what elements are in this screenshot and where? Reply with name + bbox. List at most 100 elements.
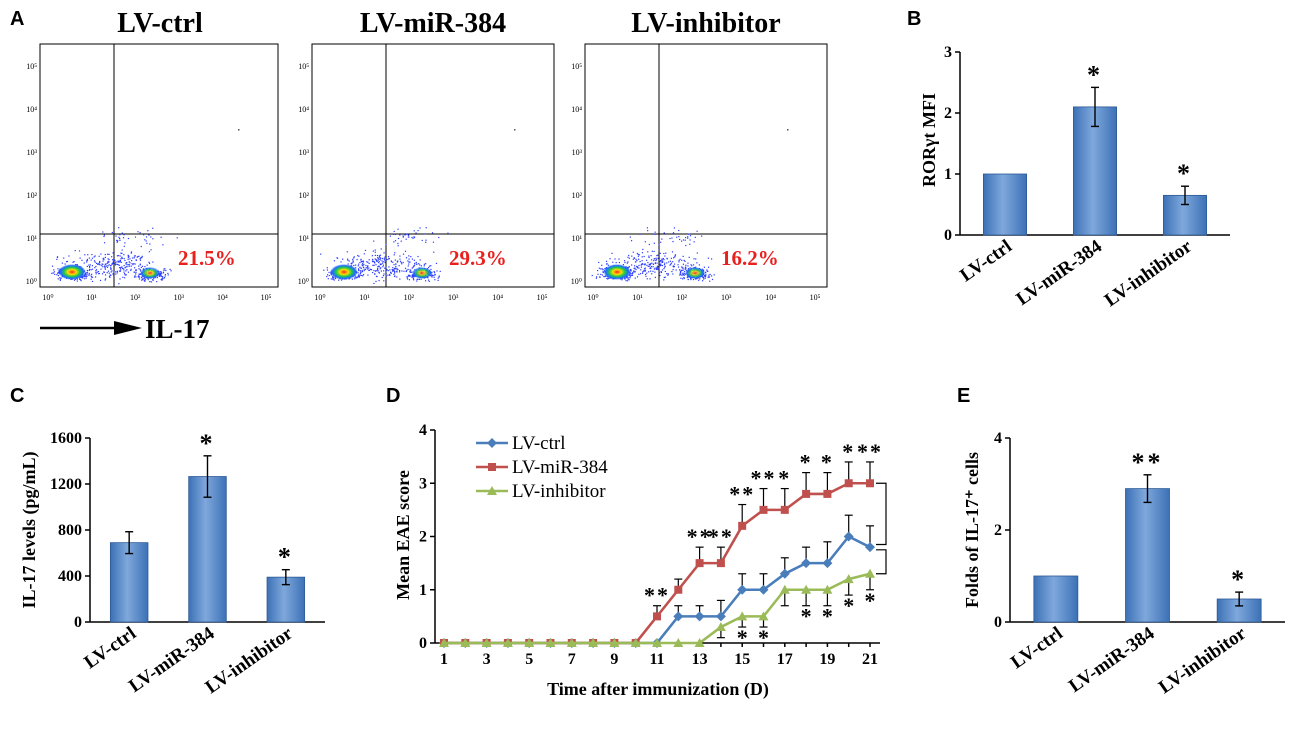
flow-event [124,259,126,262]
flow-event [167,274,169,276]
flow-event [400,260,402,262]
y-tick-label: 0 [74,614,82,631]
flow-event [401,263,403,265]
category-label: LV-miR-384 [1013,236,1107,310]
flow-event [108,272,110,274]
flow-event [333,260,336,262]
flow-event [437,279,439,281]
flow-event [405,257,408,259]
flow-event [432,274,434,277]
flow-event [398,271,401,273]
flow-event [663,252,665,255]
chart-e-y-label: Folds of IL-17⁺ cells [962,452,982,608]
flow-event [141,256,143,259]
flow-event [626,262,628,264]
flow-event [631,264,633,266]
chart-d-x-label: Time after immunization (D) [547,679,769,700]
flow-event [393,268,396,270]
flow-event [642,248,644,251]
flow-event [418,263,420,265]
flow-event [682,255,684,258]
flow-event [707,266,710,268]
flow-event [390,272,392,274]
flow-event [704,271,707,273]
flow-event [328,271,330,274]
flow-event [130,268,132,270]
x-tick-label: 15 [734,651,750,668]
flow-event [713,274,715,276]
flow-event [107,261,109,263]
flow-event [135,269,137,271]
flow-event [107,253,109,255]
series-point [609,638,620,647]
flow-event [379,259,381,261]
series-point [715,622,726,632]
flow-event [425,239,427,241]
flow-event [405,238,407,240]
flow-event [378,272,380,274]
flow-event [354,277,356,279]
flow-event [159,274,161,276]
flow-event [628,266,630,268]
flow-event [116,272,118,274]
bar-lv-ctrl [983,173,1028,236]
flow-event [433,272,436,274]
flow-event [116,270,119,273]
flow-event [362,260,364,262]
flow-event [632,258,634,260]
flow-event [86,271,88,274]
flow-event [326,267,328,269]
flow-event [90,278,92,280]
flow-event [371,259,374,261]
flow-event [693,241,695,243]
flow-event [122,268,124,270]
flow-event [638,267,640,269]
flow-event [358,263,360,265]
flow-event [85,277,87,279]
series-point [545,638,556,647]
flow-event [411,275,414,277]
flow-event [658,272,661,274]
flow-event [112,273,115,276]
flow-event [696,262,698,264]
flow-event [647,251,649,253]
flow-event [372,250,374,252]
flow-event [379,263,381,265]
flow-event [382,262,384,264]
flow-event [695,258,697,260]
flow-event [360,259,362,261]
flow-density-core [140,267,160,279]
flow-event [646,264,648,266]
series-point [674,585,683,594]
flow-event [94,276,97,278]
flow-event [396,276,398,278]
flow-event [112,252,114,254]
flow-event [640,264,642,266]
flow-event [109,274,111,276]
flow-event [368,267,370,269]
significance-above: * [842,439,855,464]
flow-event [148,251,151,253]
flow-event [687,265,689,267]
flow-event [373,269,375,272]
flow-event [425,241,427,243]
flow-event [114,262,116,265]
flow-event [162,276,164,278]
y-tick-label: 0 [419,635,427,652]
flow-event [351,263,353,265]
flow-event [360,261,363,263]
flow-event [56,258,58,260]
flow-event [380,248,382,250]
flow-event [156,276,158,279]
flow-event [660,270,662,273]
flow-event [612,261,614,263]
flow-event [394,267,396,269]
flow-x-tick: 10⁴ [217,293,228,302]
flow-event [393,273,395,275]
flow-event [78,250,81,252]
flow-event [378,261,380,263]
flow-event [159,271,162,273]
flow-event [76,280,78,282]
flow-event [651,262,653,264]
flow-event [438,236,440,239]
